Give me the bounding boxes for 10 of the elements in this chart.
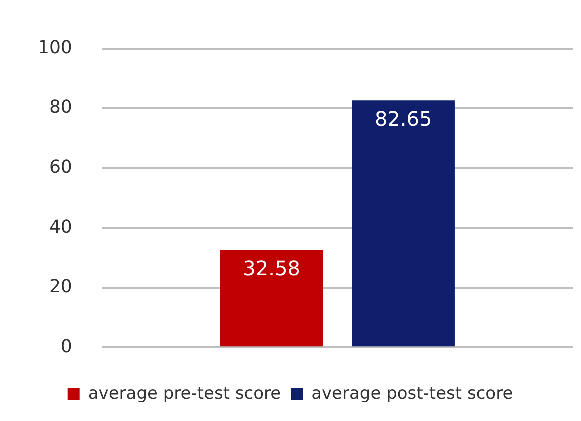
y-tick-label: 0	[60, 336, 72, 358]
y-tick-label: 100	[38, 37, 72, 58]
data-label: 32.58	[243, 256, 300, 280]
y-tick-label: 80	[49, 97, 72, 118]
y-tick-label: 40	[49, 216, 72, 238]
legend-label: average pre-test score	[88, 384, 282, 404]
y-tick-label: 60	[49, 156, 72, 178]
y-tick-label: 20	[49, 276, 72, 298]
data-label: 82.65	[374, 106, 432, 131]
legend-label: average post-test score	[312, 384, 514, 404]
